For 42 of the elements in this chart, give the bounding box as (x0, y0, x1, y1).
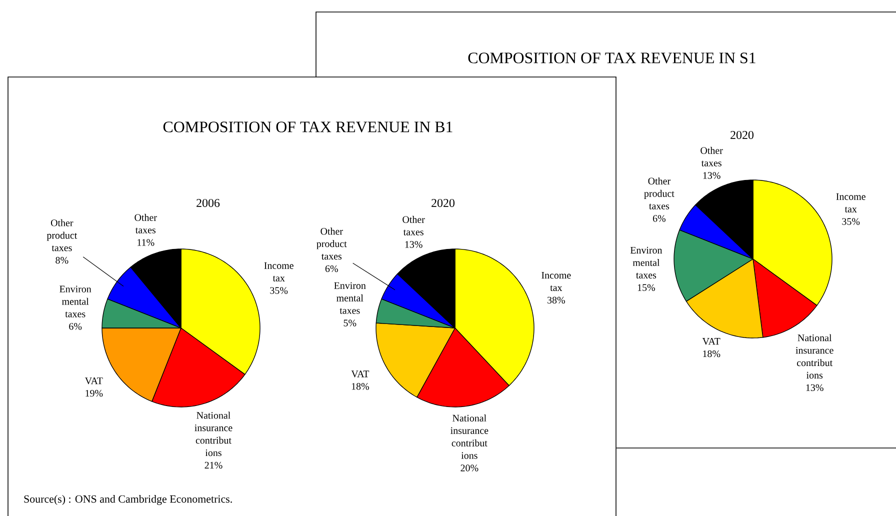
data-label: 13% (703, 172, 720, 179)
text: COMPOSITION OF TAX REVENUE IN B1 (163, 122, 452, 132)
data-label: 6% (325, 265, 338, 272)
source-note: Source(s) : ONS and Cambridge Econometrics. (24, 495, 232, 505)
slice-label: Other taxes (134, 214, 157, 234)
slice-label: VAT (702, 338, 720, 345)
data-label: 38% (548, 296, 565, 304)
slice-label: Environ mental taxes (60, 286, 92, 318)
slice-label: National insurance contribut ions (194, 412, 232, 456)
slice-label: VAT (84, 378, 103, 384)
data-label: 6% (69, 323, 82, 330)
slice-label: Other product taxes (46, 219, 78, 252)
data-label: 18% (352, 383, 369, 390)
slice-label: Other taxes (700, 146, 723, 166)
data-label: 19% (86, 390, 103, 397)
slice-label: Other taxes (402, 216, 425, 236)
data-label: 35% (270, 287, 288, 294)
slice-label: Income tax (542, 272, 571, 292)
chart-title: 2020 (432, 198, 454, 208)
data-label: 13% (405, 241, 422, 248)
data-label: 20% (460, 464, 478, 472)
data-label: 21% (204, 462, 222, 469)
slice-label: Environ mental taxes (630, 246, 662, 278)
data-label: 5% (344, 320, 356, 326)
slice-label: Environ mental taxes (334, 282, 366, 314)
chart-title: 2020 (730, 130, 754, 140)
data-label: 13% (806, 384, 824, 392)
data-label: 11% (138, 239, 154, 246)
slice-label: National insurance contribut ions (796, 334, 834, 379)
slice-label: VAT (351, 370, 370, 378)
slice-label: Income tax (264, 262, 294, 282)
text: COMPOSITION OF TAX REVENUE IN S1 (468, 52, 756, 64)
slice-label: Income tax (836, 193, 866, 212)
data-label: 6% (652, 215, 666, 222)
data-label: 15% (638, 284, 655, 291)
data-label: 8% (56, 256, 68, 264)
slice-label: Other product taxes (644, 177, 674, 210)
slice-label: Other product taxes (316, 228, 347, 260)
data-label: 35% (842, 218, 860, 225)
data-label: 18% (703, 350, 720, 358)
chart-title: 2006 (196, 198, 220, 208)
slice-label: National insurance contribut ions (450, 414, 488, 459)
